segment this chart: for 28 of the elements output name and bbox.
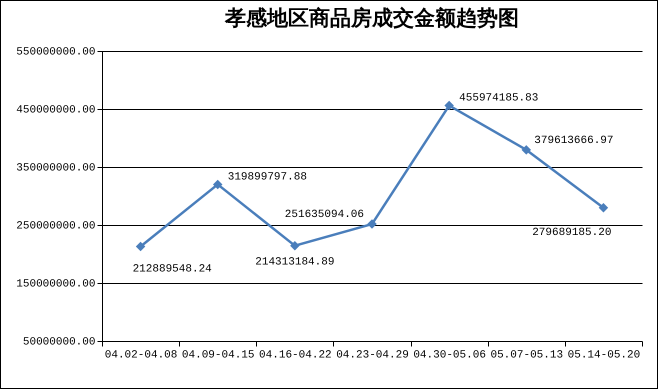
data-label: 279689185.20 <box>532 226 612 239</box>
y-tick-label: 350000000.00 <box>16 162 96 174</box>
data-label: 214313184.89 <box>255 256 334 269</box>
point <box>290 240 300 250</box>
point <box>598 203 608 213</box>
y-tick-label: 250000000.00 <box>16 220 96 232</box>
point <box>136 242 146 252</box>
point <box>367 219 377 229</box>
x-tick-label: 04.16-04.22 <box>259 350 332 362</box>
y-tick-label: 50000000.00 <box>22 336 96 348</box>
x-tick-label: 04.02-04.08 <box>104 350 178 362</box>
y-tick-label: 450000000.00 <box>16 104 96 116</box>
x-tick-label: 05.07-05.13 <box>490 350 564 362</box>
x-tick-label: 05.14-05.20 <box>568 350 640 362</box>
data-label: 455974185.83 <box>459 92 538 105</box>
chart-title: 孝感地区商品房成交金额趋势图 <box>224 6 519 30</box>
y-tick-label: 550000000.00 <box>16 46 96 58</box>
data-label: 319899797.88 <box>228 171 307 184</box>
x-tick-label: 04.23-04.29 <box>336 350 409 362</box>
point <box>212 180 222 190</box>
data-label: 212889548.24 <box>132 264 212 276</box>
y-tick-label: 150000000.00 <box>16 278 96 290</box>
data-label: 379613666.97 <box>534 134 614 147</box>
point <box>444 100 454 110</box>
x-tick-label: 04.09-04.15 <box>182 350 255 362</box>
data-label: 251635094.06 <box>284 209 364 222</box>
point <box>522 145 532 155</box>
x-tick-label: 04.30-05.06 <box>413 350 486 362</box>
